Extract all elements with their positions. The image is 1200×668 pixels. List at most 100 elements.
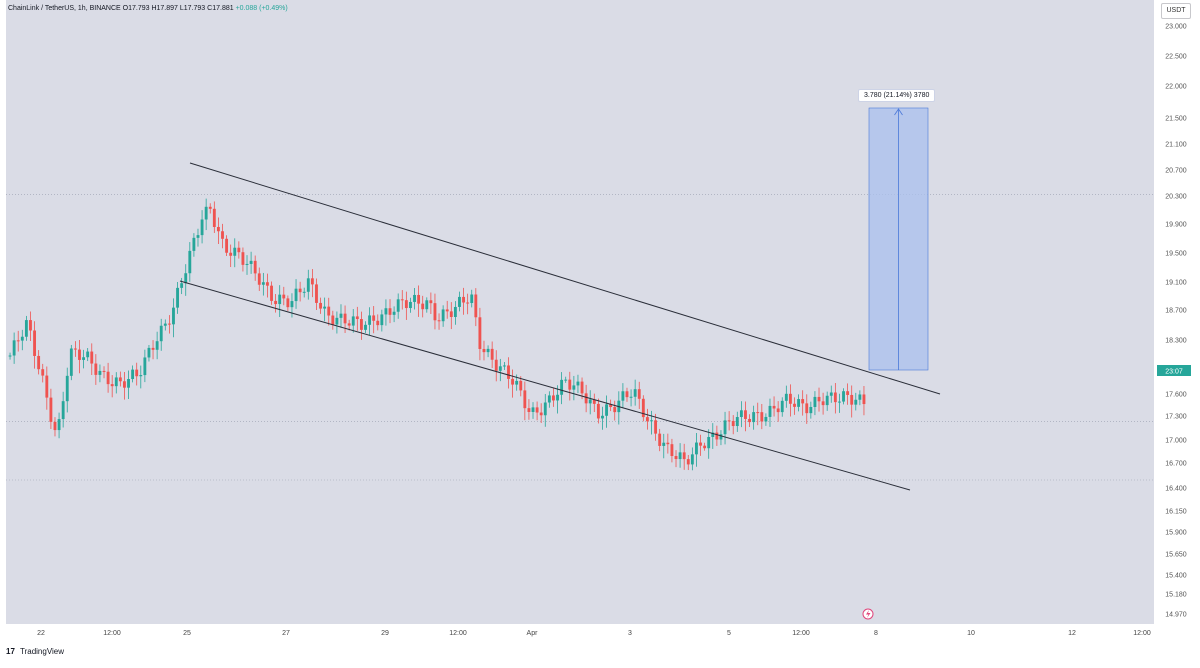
candle-body[interactable] [552, 395, 555, 401]
candle-body[interactable] [413, 294, 416, 302]
candle-body[interactable] [335, 317, 339, 325]
candle-body[interactable] [147, 347, 151, 358]
candle-body[interactable] [368, 315, 372, 325]
candle-body[interactable] [572, 385, 576, 390]
candle[interactable] [580, 377, 584, 400]
candle[interactable] [539, 403, 543, 423]
candle-body[interactable] [539, 412, 543, 416]
plot-area[interactable] [6, 0, 1154, 624]
candle[interactable] [690, 447, 694, 471]
candle-body[interactable] [780, 400, 784, 413]
candle-body[interactable] [208, 206, 212, 209]
candle[interactable] [801, 390, 805, 416]
candle-body[interactable] [629, 396, 633, 398]
candle[interactable] [437, 313, 441, 330]
candle-body[interactable] [772, 405, 776, 409]
candle[interactable] [633, 379, 637, 406]
candle[interactable] [629, 389, 633, 407]
candle-body[interactable] [37, 355, 41, 370]
candle[interactable] [829, 385, 833, 403]
candle[interactable] [764, 413, 768, 426]
candle-body[interactable] [151, 347, 155, 350]
candle-body[interactable] [596, 403, 600, 419]
candle-body[interactable] [343, 313, 347, 324]
candle-body[interactable] [519, 380, 523, 391]
candle[interactable] [192, 233, 196, 257]
candle[interactable] [282, 286, 286, 306]
candle[interactable] [413, 288, 416, 310]
candle[interactable] [16, 330, 20, 352]
candle-body[interactable] [511, 378, 515, 385]
candle-body[interactable] [192, 237, 196, 251]
candle-body[interactable] [417, 294, 421, 304]
candle-body[interactable] [568, 379, 572, 390]
candle[interactable] [797, 394, 801, 412]
candle[interactable] [216, 217, 220, 245]
candle[interactable] [711, 423, 715, 449]
candle[interactable] [474, 288, 478, 327]
candle[interactable] [404, 291, 408, 320]
candle[interactable] [8, 352, 12, 360]
candle-body[interactable] [645, 417, 649, 422]
candle[interactable] [482, 340, 486, 361]
candle[interactable] [188, 242, 192, 282]
candle[interactable] [20, 329, 24, 351]
candle-body[interactable] [686, 459, 690, 465]
candle-body[interactable] [396, 299, 400, 312]
candle[interactable] [609, 399, 613, 412]
candle[interactable] [372, 306, 376, 334]
candle[interactable] [294, 279, 298, 309]
candle[interactable] [637, 381, 641, 409]
candle-body[interactable] [323, 306, 327, 309]
candle[interactable] [73, 341, 77, 357]
candle[interactable] [286, 295, 290, 311]
candle-body[interactable] [127, 379, 130, 388]
candle[interactable] [233, 238, 237, 268]
candle-body[interactable] [445, 309, 449, 312]
candle[interactable] [200, 210, 204, 244]
candle[interactable] [502, 361, 506, 370]
candle[interactable] [298, 281, 302, 302]
candle-body[interactable] [768, 405, 772, 417]
candle-body[interactable] [756, 412, 760, 414]
candle[interactable] [788, 384, 792, 417]
candle-body[interactable] [61, 401, 65, 420]
candle[interactable] [380, 309, 384, 332]
candle[interactable] [417, 285, 421, 317]
candle-body[interactable] [641, 398, 645, 418]
candle-body[interactable] [274, 300, 278, 305]
candle[interactable] [453, 301, 457, 325]
candle[interactable] [744, 401, 747, 432]
candle[interactable] [809, 401, 813, 419]
candle-body[interactable] [302, 291, 306, 293]
candle-body[interactable] [764, 416, 768, 422]
candle-body[interactable] [237, 247, 241, 253]
candle-body[interactable] [809, 406, 813, 414]
candle-body[interactable] [388, 308, 392, 315]
candle[interactable] [825, 391, 829, 411]
candle-body[interactable] [731, 420, 735, 427]
candle-body[interactable] [16, 340, 20, 342]
candle[interactable] [556, 385, 559, 414]
candle[interactable] [731, 415, 735, 435]
candle[interactable] [302, 287, 306, 298]
candle[interactable] [33, 321, 36, 369]
candle-body[interactable] [507, 365, 510, 379]
candle[interactable] [249, 251, 253, 274]
candle[interactable] [523, 381, 527, 421]
candle-body[interactable] [372, 315, 376, 321]
candle[interactable] [862, 385, 866, 416]
candle-body[interactable] [825, 395, 829, 406]
candle-body[interactable] [719, 434, 723, 440]
candle-body[interactable] [20, 336, 24, 341]
candle-body[interactable] [613, 407, 617, 413]
candle-body[interactable] [470, 294, 474, 304]
candle[interactable] [45, 366, 49, 410]
candle-body[interactable] [797, 399, 801, 407]
candle-body[interactable] [8, 355, 12, 357]
candle-body[interactable] [576, 381, 580, 386]
candle-body[interactable] [776, 408, 780, 413]
candle[interactable] [662, 433, 666, 459]
